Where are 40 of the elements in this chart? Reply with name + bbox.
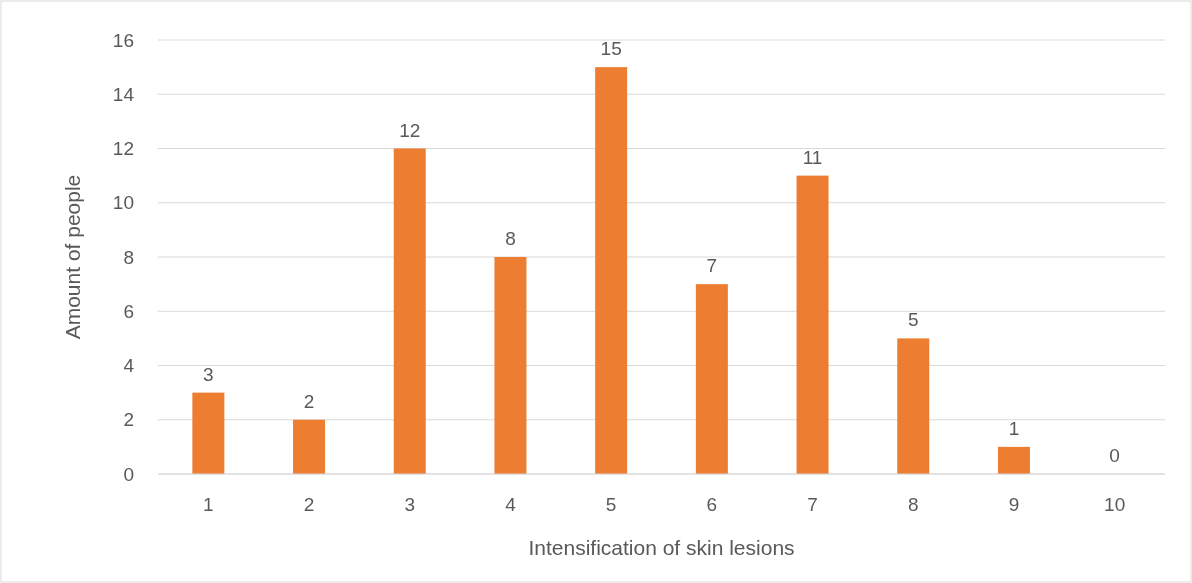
bar <box>695 284 728 474</box>
y-tick-label: 4 <box>123 355 135 377</box>
data-label: 1 <box>1008 417 1020 439</box>
bar <box>494 257 527 474</box>
data-label: 12 <box>399 119 421 141</box>
x-tick-label: 2 <box>303 494 315 515</box>
data-label: 0 <box>1109 445 1120 466</box>
y-tick-label: 2 <box>123 409 134 431</box>
y-tick-label: 0 <box>123 463 134 485</box>
x-tick-label: 5 <box>605 494 617 515</box>
bar <box>897 338 930 474</box>
data-label: 7 <box>706 255 718 277</box>
x-tick-label: 3 <box>404 494 416 515</box>
x-tick-label: 8 <box>907 494 919 515</box>
data-label: 3 <box>203 363 214 385</box>
data-label: 15 <box>600 38 622 60</box>
bar <box>293 419 326 474</box>
x-tick-label: 4 <box>505 494 517 515</box>
bar <box>796 175 829 474</box>
x-tick-label: 6 <box>706 494 718 515</box>
data-label: 11 <box>802 146 823 168</box>
y-tick-label: 8 <box>123 246 134 268</box>
y-tick-label: 16 <box>112 29 134 51</box>
bar <box>997 446 1030 474</box>
bar <box>393 148 426 474</box>
data-label: 5 <box>907 309 919 331</box>
x-tick-label: 1 <box>203 494 214 515</box>
x-tick-label: 9 <box>1008 494 1020 515</box>
y-tick-label: 10 <box>112 192 134 214</box>
x-tick-label: 7 <box>807 494 818 515</box>
bar <box>192 392 225 474</box>
data-label: 8 <box>505 228 516 249</box>
y-tick-label: 12 <box>112 138 134 160</box>
y-axis-title: Amount of people <box>61 174 84 340</box>
bar <box>595 67 628 474</box>
y-tick-label: 14 <box>112 83 135 105</box>
x-tick-label: 10 <box>1104 494 1126 515</box>
data-label: 2 <box>303 390 315 412</box>
x-axis-title: Intensification of skin lesions <box>528 536 795 559</box>
y-tick-label: 6 <box>123 300 134 322</box>
